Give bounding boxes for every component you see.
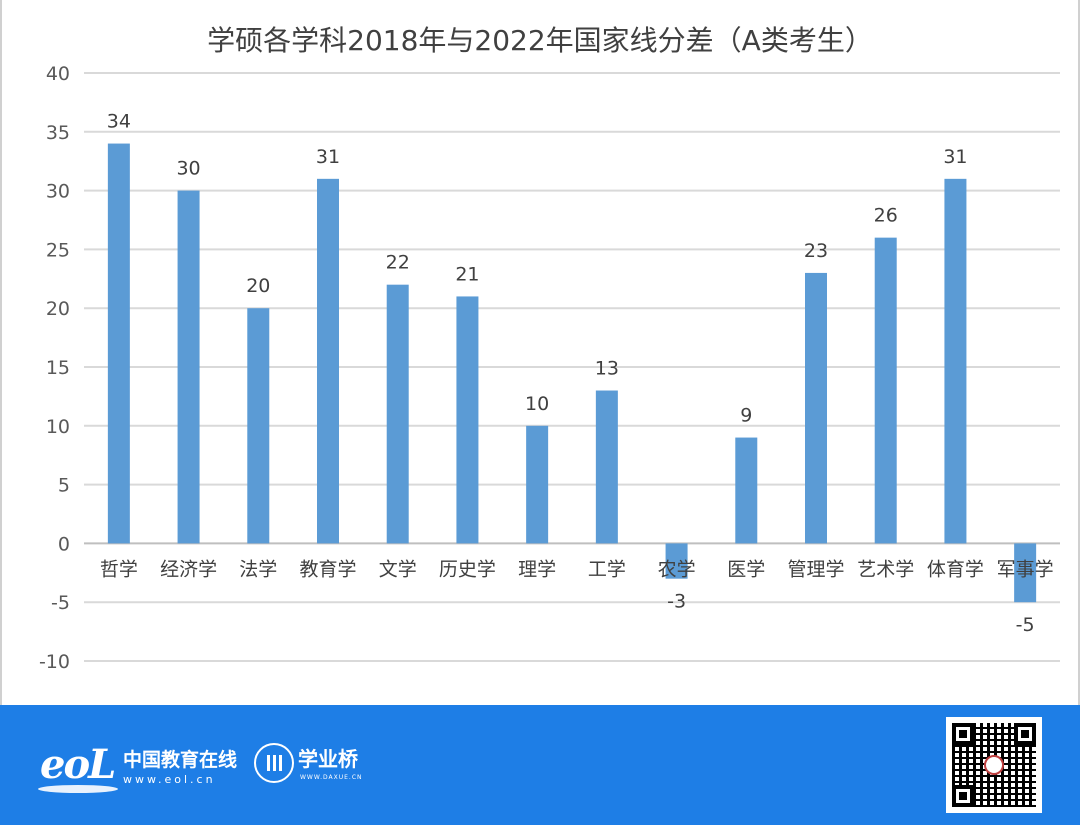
y-tick-label: -10 (39, 651, 70, 673)
eol-brand-name: 中国教育在线 (123, 749, 238, 771)
x-tick-label: 艺术学 (857, 558, 914, 580)
x-tick-label: 军事学 (997, 558, 1054, 580)
data-labels: 34 30 20 31 22 21 10 13 -3 9 23 26 31 -5 (107, 111, 1035, 637)
data-label: 30 (176, 158, 200, 180)
bar (595, 390, 618, 544)
bar (177, 190, 200, 544)
y-tick-label: 30 (46, 181, 70, 203)
bar (386, 284, 409, 544)
y-tick-label: 40 (46, 63, 70, 85)
eol-swoosh-icon (38, 785, 118, 793)
x-tick-label: 教育学 (299, 558, 356, 580)
bar (805, 272, 827, 544)
data-label: 31 (316, 146, 340, 168)
bar (874, 237, 897, 544)
chart-title: 学硕各学科2018年与2022年国家线分差（A类考生） (207, 24, 873, 57)
chart-area: 学硕各学科2018年与2022年国家线分差（A类考生） -10 -5 0 5 10 15 2… (0, 0, 1080, 705)
eol-logo-icon: eoL (40, 741, 116, 788)
data-label: 20 (246, 275, 270, 297)
x-tick-label: 理学 (518, 558, 556, 580)
y-tick-label: -5 (51, 592, 70, 614)
x-tick-label: 文学 (379, 558, 417, 580)
y-tick-label: 15 (46, 357, 70, 379)
y-tick-label: 5 (58, 475, 70, 497)
data-label: 21 (455, 263, 479, 285)
data-label: 22 (386, 252, 410, 274)
y-tick-label: 25 (46, 239, 70, 261)
x-tick-label: 体育学 (927, 558, 984, 580)
footer-banner: eoL 中国教育在线 www.eol.cn 学业桥 WWW.DAXUE.CN (0, 705, 1080, 825)
bar (107, 143, 130, 544)
data-label: 26 (874, 205, 898, 227)
bar (317, 178, 339, 544)
y-tick-label: 20 (46, 298, 70, 320)
x-tick-label: 工学 (588, 558, 626, 580)
x-tick-label: 管理学 (787, 558, 844, 580)
x-tick-label: 哲学 (100, 558, 138, 580)
x-tick-label: 农学 (658, 558, 696, 580)
data-label: -5 (1016, 614, 1035, 636)
x-tick-label: 医学 (727, 558, 765, 580)
data-label: 31 (943, 146, 967, 168)
data-label: 23 (804, 240, 828, 262)
xueyeqiao-brand-name: 学业桥 (298, 747, 358, 771)
qr-code-icon (946, 717, 1042, 813)
x-axis-ticks: 哲学 经济学 法学 教育学 文学 历史学 理学 工学 农学 医学 管理学 艺术学 体育学 军事学 (100, 558, 1054, 580)
data-label: 9 (740, 405, 752, 427)
bars (107, 143, 1037, 603)
bar (1014, 543, 1037, 603)
bar (944, 178, 967, 544)
data-label: 13 (595, 358, 619, 380)
y-tick-label: 0 (58, 533, 70, 555)
bar (665, 543, 688, 579)
x-tick-label: 法学 (239, 558, 277, 580)
y-tick-label: 35 (46, 122, 70, 144)
bar (456, 296, 479, 544)
gridlines (84, 72, 1060, 662)
eol-brand-url: www.eol.cn (123, 773, 216, 786)
bar (735, 437, 758, 544)
x-tick-label: 经济学 (160, 558, 217, 580)
y-axis-ticks: -10 -5 0 5 10 15 20 25 30 35 40 (39, 63, 70, 673)
x-tick-label: 历史学 (439, 558, 496, 580)
data-label: 10 (525, 393, 549, 415)
y-tick-label: 10 (46, 416, 70, 438)
data-label: 34 (107, 111, 131, 133)
bar (247, 308, 270, 544)
xueyeqiao-brand-url: WWW.DAXUE.CN (300, 774, 363, 781)
bar (526, 425, 549, 544)
bar-chart: 学硕各学科2018年与2022年国家线分差（A类考生） -10 -5 0 5 10 15 2… (39, 24, 1060, 673)
xueyeqiao-logo-icon (254, 743, 294, 783)
data-label: -3 (667, 591, 686, 613)
